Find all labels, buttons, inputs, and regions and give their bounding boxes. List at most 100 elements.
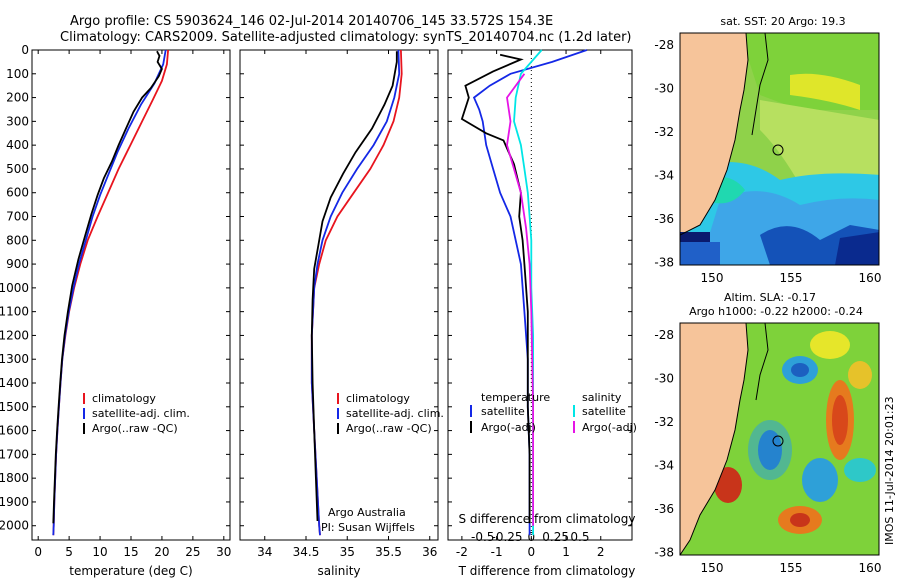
x-tick-label: 1 [562, 545, 570, 559]
x-tick-label: 25 [185, 545, 200, 559]
sla-map-title-line2: Argo h1000: -0.22 h2000: -0.24 [689, 305, 863, 318]
argo-location-marker [772, 435, 784, 447]
series-line [513, 49, 543, 536]
series-line [310, 49, 401, 536]
series-line [310, 49, 403, 536]
y-tick-label: 800 [6, 233, 29, 247]
y-tick-label: 300 [6, 114, 29, 128]
legend-label-s-argo: Argo(-adj) [582, 421, 637, 434]
x-tick-label: 35.5 [375, 545, 402, 559]
difference-legend: temperature salinity satellite Argo(-adj… [470, 391, 637, 434]
map-lat-label: -28 [654, 328, 674, 342]
difference-xlabel: T difference from climatology [458, 564, 636, 578]
difference-xlabel-top: S difference from climatology [459, 512, 636, 526]
s-tick-label: 0.25 [542, 530, 569, 544]
legend-label-climatology: climatology [346, 392, 410, 405]
sla-map-frame [679, 322, 880, 556]
x-tick-label: 35 [340, 545, 355, 559]
map-lat-label: -30 [654, 372, 674, 386]
s-tick-label: 0 [528, 530, 536, 544]
map-lat-label: -34 [654, 459, 674, 473]
sst-map-frame [679, 32, 880, 266]
x-tick-label: 2 [597, 545, 605, 559]
map-lat-label: -38 [654, 546, 674, 560]
salinity-legend: climatology satellite-adj. clim. Argo(..… [321, 392, 444, 534]
sla-map: Altim. SLA: -0.17 Argo h1000: -0.22 h200… [679, 291, 880, 556]
s-tick-label: 0.5 [570, 530, 589, 544]
y-tick-label: 1900 [0, 495, 29, 509]
temperature-xlabel: temperature (deg C) [69, 564, 192, 578]
x-tick-label: -1 [491, 545, 503, 559]
argo-location-marker [772, 144, 784, 156]
x-tick-label: 20 [154, 545, 169, 559]
salinity-xlabel: salinity [317, 564, 360, 578]
x-tick-label: 34.5 [293, 545, 320, 559]
y-tick-label: 1600 [0, 424, 29, 438]
y-tick-label: 1200 [0, 328, 29, 342]
difference-panel-frame [447, 49, 633, 541]
salinity-panel-frame [239, 49, 439, 541]
map-lat-label: -32 [654, 415, 674, 429]
map-lat-label: -34 [654, 169, 674, 183]
map-lat-label: -32 [654, 125, 674, 139]
map-lon-label: 150 [701, 271, 724, 285]
sst-map-title: sat. SST: 20 Argo: 19.3 [720, 15, 845, 28]
x-tick-label: 0 [34, 545, 42, 559]
y-tick-label: 400 [6, 138, 29, 152]
y-tick-label: 600 [6, 186, 29, 200]
map-lat-label: -38 [654, 256, 674, 270]
y-tick-label: 1000 [0, 281, 29, 295]
legend-label-satellite: satellite-adj. clim. [92, 407, 190, 420]
imos-watermark: IMOS 11-Jul-2014 20:01:23 [883, 396, 896, 545]
x-tick-label: 34 [257, 545, 272, 559]
map-lat-label: -36 [654, 212, 674, 226]
y-tick-label: 2000 [0, 519, 29, 533]
y-tick-label: 1700 [0, 447, 29, 461]
title-line-2: Climatology: CARS2009. Satellite-adjuste… [60, 30, 632, 45]
series-line [310, 51, 398, 522]
y-tick-label: 1500 [0, 400, 29, 414]
y-tick-label: 200 [6, 91, 29, 105]
map-lon-label: 155 [780, 561, 803, 575]
legend-title-salinity: salinity [582, 391, 622, 404]
x-tick-label: 36 [422, 545, 437, 559]
x-tick-label: 0 [528, 545, 536, 559]
map-lon-label: 150 [701, 561, 724, 575]
series-line [460, 53, 531, 524]
legend-label-s-satellite: satellite [582, 405, 626, 418]
x-tick-label: 10 [92, 545, 107, 559]
temperature-legend: climatology satellite-adj. clim. Argo(..… [83, 392, 190, 435]
map-lat-label: -30 [654, 82, 674, 96]
series-line [52, 50, 163, 524]
legend-label-argo: Argo(..raw -QC) [346, 422, 432, 435]
map-lat-label: -36 [654, 502, 674, 516]
map-lat-label: -28 [654, 38, 674, 52]
x-tick-label: 30 [216, 545, 231, 559]
legend-label-climatology: climatology [92, 392, 156, 405]
x-tick-label: -2 [456, 545, 468, 559]
x-tick-label: 5 [65, 545, 73, 559]
pi-note: PI: Susan Wijffels [321, 521, 415, 534]
y-tick-label: 100 [6, 67, 29, 81]
title-line-1: Argo profile: CS 5903624_146 02-Jul-2014… [70, 14, 554, 29]
sst-map: sat. SST: 20 Argo: 19.3 [679, 15, 880, 266]
argo-australia-note: Argo Australia [328, 506, 406, 519]
y-tick-label: 1400 [0, 376, 29, 390]
legend-label-t-argo: Argo(-adj) [481, 421, 536, 434]
series-line [506, 73, 534, 526]
y-tick-label: 500 [6, 162, 29, 176]
y-tick-label: 700 [6, 210, 29, 224]
y-tick-label: 1800 [0, 471, 29, 485]
legend-label-argo: Argo(..raw -QC) [92, 422, 178, 435]
map-lon-label: 160 [859, 561, 882, 575]
map-lon-label: 160 [859, 271, 882, 285]
y-tick-label: 1300 [0, 352, 29, 366]
y-tick-label: 1100 [0, 305, 29, 319]
y-tick-label: 0 [21, 43, 29, 57]
sla-map-title-line1: Altim. SLA: -0.17 [724, 291, 816, 304]
legend-label-t-satellite: satellite [481, 405, 525, 418]
s-tick-label: -0.5 [471, 530, 494, 544]
legend-label-satellite: satellite-adj. clim. [346, 407, 444, 420]
s-tick-label: -0.25 [491, 530, 522, 544]
